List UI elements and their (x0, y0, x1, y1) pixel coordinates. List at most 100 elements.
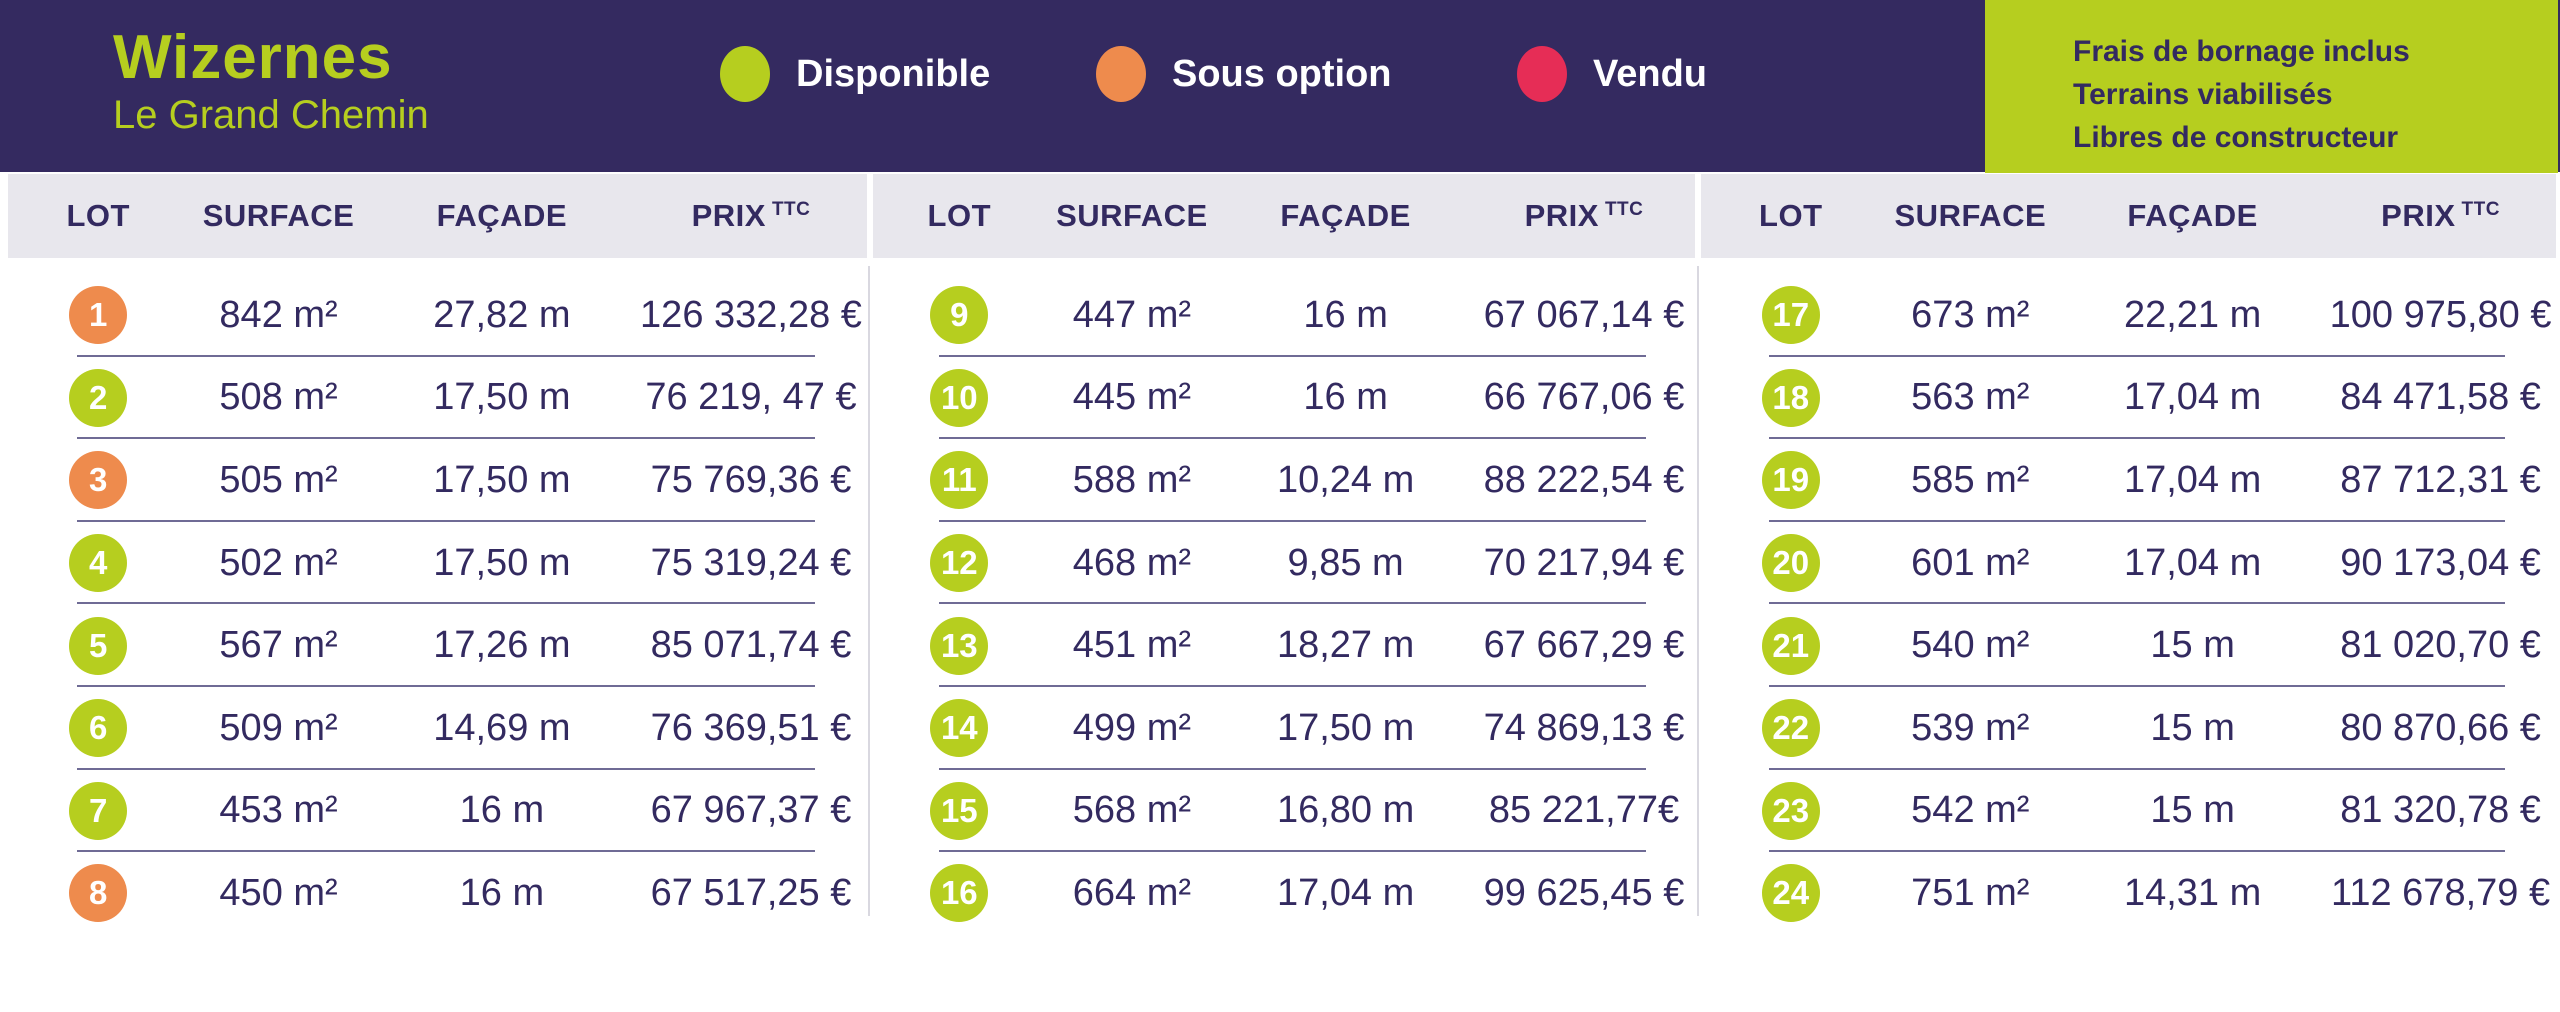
table-row: 21 540 m² 15 m 81 020,70 € (1701, 604, 2556, 687)
column-header-surface: SURFACE (1056, 198, 1208, 233)
table-row: 15 568 m² 16,80 m 85 221,77€ (873, 770, 1695, 853)
facade-cell: 16 m (459, 789, 545, 832)
surface-cell: 505 m² (219, 458, 338, 501)
price-cell: 66 767,06 € (1483, 376, 1685, 419)
ttc-superscript: TTC (2461, 198, 2500, 220)
price-cell: 67 067,14 € (1483, 293, 1685, 336)
brand-block: Wizernes Le Grand Chemin (113, 26, 429, 138)
facade-cell: 17,50 m (433, 458, 571, 501)
price-cell: 67 667,29 € (1483, 624, 1685, 667)
facade-cell: 16,80 m (1276, 789, 1415, 832)
facade-cell: 17,50 m (433, 541, 571, 584)
table-row: 16 664 m² 17,04 m 99 625,45 € (873, 852, 1695, 935)
surface-cell: 567 m² (219, 624, 338, 667)
price-cell: 112 678,79 € (2331, 871, 2551, 914)
lot-cell: 10 (873, 368, 1046, 427)
facade-cell: 27,82 m (433, 293, 571, 336)
info-box: Frais de bornage inclus Terrains viabili… (1985, 0, 2558, 173)
lot-cell: 9 (873, 286, 1046, 345)
lot-cell: 23 (1701, 781, 1881, 840)
info-line: Libres de constructeur (2073, 121, 2399, 154)
price-cell: 67 517,25 € (650, 871, 852, 914)
surface-cell: 508 m² (219, 376, 338, 419)
brand-subtitle: Le Grand Chemin (113, 93, 429, 137)
facade-cell: 17,04 m (1276, 871, 1415, 914)
price-cell: 75 769,36 € (650, 458, 852, 501)
table-row: 10 445 m² 16 m 66 767,06 € (873, 357, 1695, 440)
lot-badge: 16 (930, 864, 989, 923)
surface-cell: 451 m² (1072, 624, 1192, 667)
lot-cell: 17 (1701, 286, 1881, 345)
column-header-lot: LOT (927, 198, 992, 233)
facade-cell: 15 m (2150, 624, 2235, 667)
surface-cell: 568 m² (1072, 789, 1192, 832)
column-header-row: LOT SURFACE FAÇADE PRIX TTC (873, 174, 1695, 258)
surface-cell: 509 m² (219, 706, 338, 749)
price-cell: 80 870,66 € (2340, 706, 2541, 749)
table-row: 3 505 m² 17,50 m 75 769,36 € (8, 439, 867, 522)
lot-cell: 5 (8, 616, 188, 675)
lot-badge: 7 (69, 781, 128, 840)
table-row: 24 751 m² 14,31 m 112 678,79 € (1701, 852, 2556, 935)
surface-cell: 585 m² (1911, 458, 2030, 501)
price-cell: 81 320,78 € (2340, 789, 2541, 832)
price-cell: 81 020,70 € (2340, 624, 2541, 667)
price-cell: 67 967,37 € (650, 789, 852, 832)
facade-cell: 16 m (1303, 376, 1388, 419)
price-cell: 74 869,13 € (1483, 706, 1685, 749)
surface-cell: 450 m² (219, 871, 338, 914)
legend-label: Sous option (1172, 52, 1392, 95)
column-header-row: LOT SURFACE FAÇADE PRIX TTC (1701, 174, 2556, 258)
lot-badge: 13 (930, 616, 989, 675)
lot-badge: 24 (1761, 864, 1820, 923)
lot-badge: 10 (930, 368, 989, 427)
legend-label: Vendu (1593, 52, 1708, 95)
column-header-prix: PRIX TTC (2381, 198, 2500, 233)
facade-cell: 10,24 m (1276, 458, 1415, 501)
price-cell: 87 712,31 € (2340, 458, 2541, 501)
lot-cell: 6 (8, 699, 188, 758)
surface-cell: 664 m² (1072, 871, 1192, 914)
price-cell: 85 221,77€ (1488, 789, 1680, 832)
lot-cell: 14 (873, 699, 1046, 758)
legend-item-disponible: Disponible (720, 46, 990, 102)
lot-badge: 1 (69, 286, 128, 345)
facade-cell: 17,04 m (2123, 458, 2262, 501)
table-row: 19 585 m² 17,04 m 87 712,31 € (1701, 439, 2556, 522)
facade-cell: 16 m (459, 871, 545, 914)
lot-badge: 22 (1761, 699, 1820, 758)
lot-cell: 7 (8, 781, 188, 840)
facade-cell: 15 m (2150, 789, 2235, 832)
column-header-facade: FAÇADE (2127, 198, 2258, 233)
column-header-surface: SURFACE (1894, 198, 2047, 233)
status-dot-vendu-icon (1517, 46, 1567, 102)
lot-cell: 20 (1701, 534, 1881, 593)
lot-badge: 6 (69, 699, 128, 758)
table-row: 1 842 m² 27,82 m 126 332,28 € (8, 274, 867, 357)
table-row: 7 453 m² 16 m 67 967,37 € (8, 770, 867, 853)
column-header-facade: FAÇADE (436, 198, 568, 233)
facade-cell: 14,69 m (433, 706, 571, 749)
lot-badge: 19 (1761, 451, 1820, 510)
surface-cell: 601 m² (1911, 541, 2030, 584)
table-row: 18 563 m² 17,04 m 84 471,58 € (1701, 357, 2556, 440)
table-row: 8 450 m² 16 m 67 517,25 € (8, 852, 867, 935)
lot-badge: 20 (1761, 534, 1820, 593)
table-row: 2 508 m² 17,50 m 76 219, 47 € (8, 357, 867, 440)
lot-cell: 4 (8, 534, 188, 593)
surface-cell: 499 m² (1072, 706, 1192, 749)
facade-cell: 14,31 m (2123, 871, 2262, 914)
facade-cell: 17,04 m (2123, 541, 2262, 584)
facade-cell: 17,50 m (433, 376, 571, 419)
table-row: 23 542 m² 15 m 81 320,78 € (1701, 770, 2556, 853)
surface-cell: 842 m² (219, 293, 338, 336)
lot-badge: 14 (930, 699, 989, 758)
price-cell: 88 222,54 € (1483, 458, 1685, 501)
info-line: Terrains viabilisés (2073, 78, 2333, 111)
status-dot-disponible-icon (720, 46, 770, 102)
lot-badge: 2 (69, 368, 128, 427)
info-line: Frais de bornage inclus (2073, 35, 2410, 68)
lot-cell: 18 (1701, 368, 1881, 427)
table-row: 5 567 m² 17,26 m 85 071,74 € (8, 604, 867, 687)
column-header-prix: PRIX TTC (1524, 198, 1644, 233)
